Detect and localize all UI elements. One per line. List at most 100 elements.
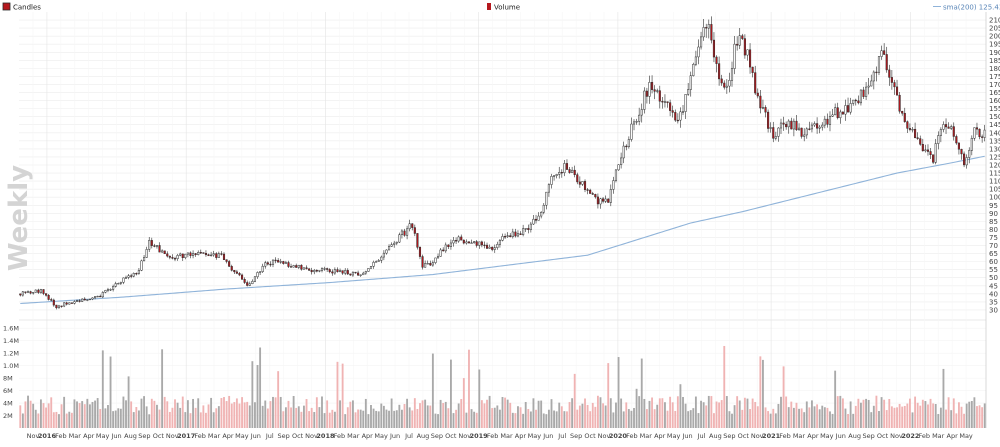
volume-bar — [27, 395, 29, 428]
volume-bar — [50, 397, 53, 428]
candle-body — [367, 268, 370, 272]
time-tick-label: Mar — [500, 432, 513, 440]
volume-bar — [723, 345, 726, 428]
candle-body — [932, 154, 935, 163]
candle-body — [632, 121, 636, 125]
volume-bar — [529, 411, 532, 428]
volume-bar — [176, 402, 179, 428]
volume-bar — [70, 412, 73, 428]
volume-bar — [669, 396, 672, 428]
candle-body — [202, 252, 205, 254]
price-tick-label: 180 — [989, 65, 1000, 73]
candle-body — [55, 304, 58, 309]
candle-body — [328, 269, 331, 273]
candle-body — [545, 191, 548, 206]
time-tick-label: Apr — [222, 432, 234, 440]
candle-body — [305, 267, 308, 270]
price-tick-label: 135 — [989, 137, 1000, 145]
price-tick-label: 175 — [989, 73, 1000, 81]
volume-bar — [254, 402, 256, 428]
volume-bar — [811, 400, 813, 428]
volume-bar — [403, 404, 406, 428]
time-tick-label: Feb — [779, 432, 791, 440]
candle-body — [246, 282, 249, 286]
legend-sma[interactable]: sma(200) 125.43 — [933, 4, 1000, 12]
volume-bar — [184, 412, 187, 428]
time-tick-label: Aug — [709, 432, 722, 440]
volume-bar — [37, 413, 40, 428]
volume-bar — [32, 403, 35, 428]
candle-body — [122, 277, 125, 283]
candle-body — [645, 90, 648, 97]
price-tick-label: 130 — [989, 145, 1000, 153]
volume-bar — [573, 373, 576, 428]
time-tick-label: Mar — [69, 432, 82, 440]
candle-body — [225, 259, 228, 262]
volume-tick-label: 1.2M — [3, 350, 19, 358]
time-tick-label: Nov — [305, 432, 318, 440]
volume-bar — [65, 413, 68, 428]
candle-body — [421, 256, 424, 268]
volume-bar — [883, 399, 886, 428]
candle-body — [553, 175, 556, 177]
volume-bar — [388, 410, 390, 428]
time-tick-label: Jul — [265, 432, 274, 440]
volume-bar — [434, 413, 437, 428]
volume-bar — [702, 402, 705, 428]
volume-bar — [202, 405, 205, 428]
legend-candles[interactable]: Candles — [2, 2, 41, 12]
volume-bar — [323, 413, 326, 428]
time-tick-label: Apr — [515, 432, 527, 440]
candle-body — [921, 144, 924, 152]
volume-bar — [161, 349, 164, 428]
candle-body — [563, 163, 566, 174]
time-tick-label: May — [235, 432, 249, 440]
volume-bar — [63, 396, 66, 428]
candle-body — [416, 233, 419, 248]
volume-bar — [483, 403, 486, 428]
legend-volume[interactable]: Volume — [487, 3, 520, 12]
candle-body — [511, 231, 514, 237]
candle-body — [774, 136, 777, 139]
candle-body — [769, 127, 772, 129]
volume-bar — [780, 396, 782, 428]
candle-body — [795, 120, 798, 131]
candle-body — [707, 24, 710, 29]
candle-body — [797, 127, 801, 131]
volume-bar — [91, 401, 94, 428]
candle-body — [248, 283, 251, 286]
candle-body — [514, 231, 517, 237]
candle-body — [81, 298, 84, 302]
candle-body — [197, 252, 200, 255]
volume-bar — [594, 406, 597, 428]
sma-layer — [20, 155, 985, 305]
volume-bar — [480, 400, 483, 428]
volume-bar — [362, 410, 365, 428]
volume-bar — [968, 401, 971, 428]
volume-bar — [411, 410, 414, 428]
candle-body — [761, 107, 764, 109]
volume-bar — [576, 409, 579, 428]
volume-bar — [976, 406, 978, 428]
volume-bar — [269, 401, 272, 428]
volume-bar — [682, 396, 684, 428]
volume-bar — [981, 407, 984, 428]
candle-body — [594, 194, 597, 198]
candle-body — [498, 240, 501, 245]
candle-body — [96, 295, 99, 298]
volume-bar — [875, 395, 878, 428]
candle-body — [274, 259, 277, 262]
volume-bar — [326, 400, 329, 428]
price-tick-label: 120 — [989, 162, 1000, 170]
volume-tick-label: 1.6M — [3, 325, 19, 333]
candle-body — [426, 263, 429, 265]
candle-body — [573, 169, 576, 175]
candle-body — [385, 249, 388, 254]
volume-bar — [844, 408, 847, 428]
time-tick-label: Mar — [347, 432, 360, 440]
price-tick-label: 95 — [989, 202, 998, 210]
candle-body — [326, 268, 329, 270]
volume-bar — [743, 397, 746, 428]
candle-body — [813, 123, 816, 126]
time-tick-label: May — [959, 432, 973, 440]
